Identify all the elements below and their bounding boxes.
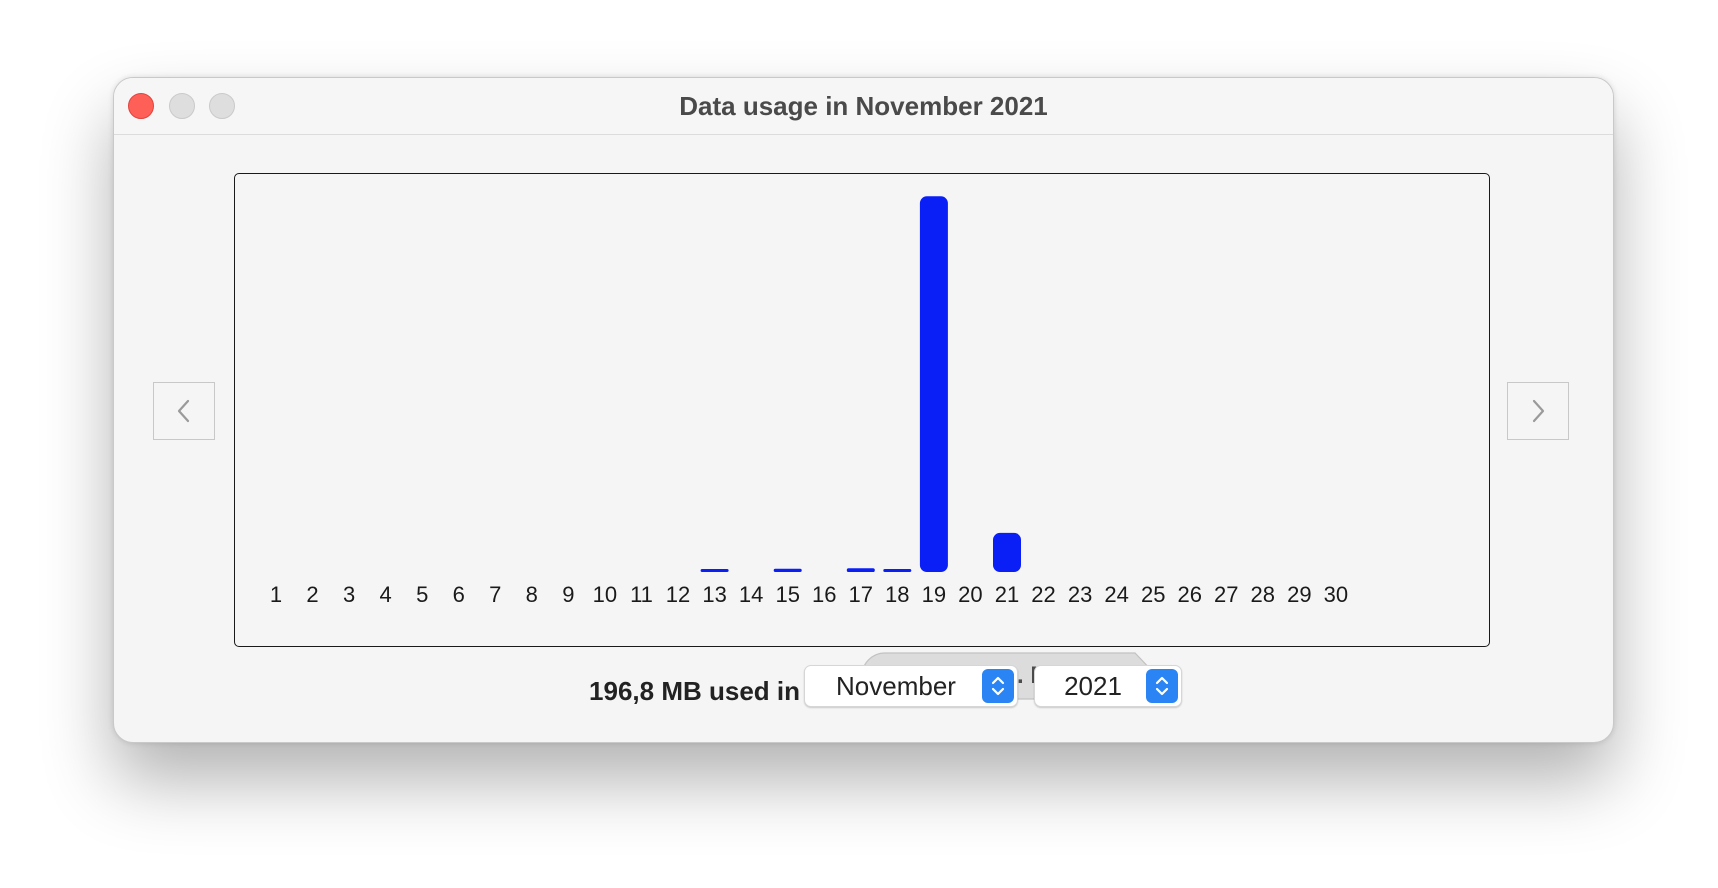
- zoom-button[interactable]: [209, 93, 235, 119]
- window-title: Data usage in November 2021: [679, 91, 1048, 121]
- day-tick-label: 21: [995, 582, 1019, 607]
- month-select[interactable]: November: [804, 665, 1018, 707]
- day-tick-label: 5: [416, 582, 428, 607]
- bar-day-17[interactable]: [846, 568, 875, 572]
- title-bar: Data usage in November 2021: [114, 78, 1613, 135]
- day-tick-label: 3: [343, 582, 355, 607]
- bar-day-19[interactable]: [919, 196, 948, 573]
- day-tick-label: 2: [306, 582, 318, 607]
- day-tick-label: 13: [702, 582, 726, 607]
- month-stepper[interactable]: [982, 669, 1014, 703]
- year-select[interactable]: 2021: [1034, 665, 1182, 707]
- day-tick-label: 15: [775, 582, 799, 607]
- day-tick-label: 20: [958, 582, 982, 607]
- bar-day-18[interactable]: [883, 569, 912, 572]
- day-tick-label: 1: [270, 582, 282, 607]
- day-tick-label: 17: [849, 582, 873, 607]
- chart-plot-area: 1 2 3 4 5 6 7 8 9 10 11 12 13 14 15 16 17 18 19 20 21 22 23 24 2…: [270, 196, 1348, 607]
- day-tick-label: 14: [739, 582, 763, 607]
- day-tick-label: 19: [922, 582, 946, 607]
- previous-month-button[interactable]: [153, 382, 215, 440]
- year-select-value: 2021: [1064, 671, 1122, 701]
- day-tick-label: 18: [885, 582, 909, 607]
- total-usage-label: 196,8 MB used in: [589, 676, 800, 706]
- day-tick-label: 12: [666, 582, 690, 607]
- day-tick-label: 7: [489, 582, 501, 607]
- close-button[interactable]: [128, 93, 154, 119]
- bar-day-13[interactable]: [700, 569, 729, 572]
- up-down-chevron-icon: [991, 676, 1005, 696]
- chevron-left-icon: [177, 399, 190, 423]
- day-tick-label: 9: [562, 582, 574, 607]
- day-tick-label: 26: [1177, 582, 1201, 607]
- day-tick-label: 28: [1251, 582, 1275, 607]
- day-tick-label: 24: [1104, 582, 1128, 607]
- day-tick-label: 16: [812, 582, 836, 607]
- day-tick-label: 22: [1031, 582, 1055, 607]
- day-tick-label: 25: [1141, 582, 1165, 607]
- day-tick-label: 27: [1214, 582, 1238, 607]
- month-select-value: November: [836, 671, 956, 701]
- daily-usage-chart: 1 2 3 4 5 6 7 8 9 10 11 12 13 14 15 16 17 18 19 20 21 22 23 24 2…: [234, 173, 1490, 700]
- up-down-chevron-icon: [1155, 676, 1169, 696]
- day-tick-label: 10: [593, 582, 617, 607]
- day-tick-label: 23: [1068, 582, 1092, 607]
- day-tick-label: 30: [1324, 582, 1348, 607]
- day-tick-label: 29: [1287, 582, 1311, 607]
- year-stepper[interactable]: [1146, 669, 1178, 703]
- bar-day-15[interactable]: [773, 568, 802, 572]
- chevron-right-icon: [1532, 399, 1545, 423]
- data-usage-window: Data usage in November 2021 1 2 3 4 5 6 7 8 9 10 1…: [113, 77, 1614, 743]
- minimize-button[interactable]: [169, 93, 195, 119]
- day-tick-label: 6: [453, 582, 465, 607]
- day-tick-label: 4: [379, 582, 391, 607]
- bar-day-21[interactable]: [993, 532, 1021, 572]
- day-tick-label: 11: [630, 582, 653, 607]
- day-tick-label: 8: [526, 582, 538, 607]
- next-month-button[interactable]: [1507, 382, 1569, 440]
